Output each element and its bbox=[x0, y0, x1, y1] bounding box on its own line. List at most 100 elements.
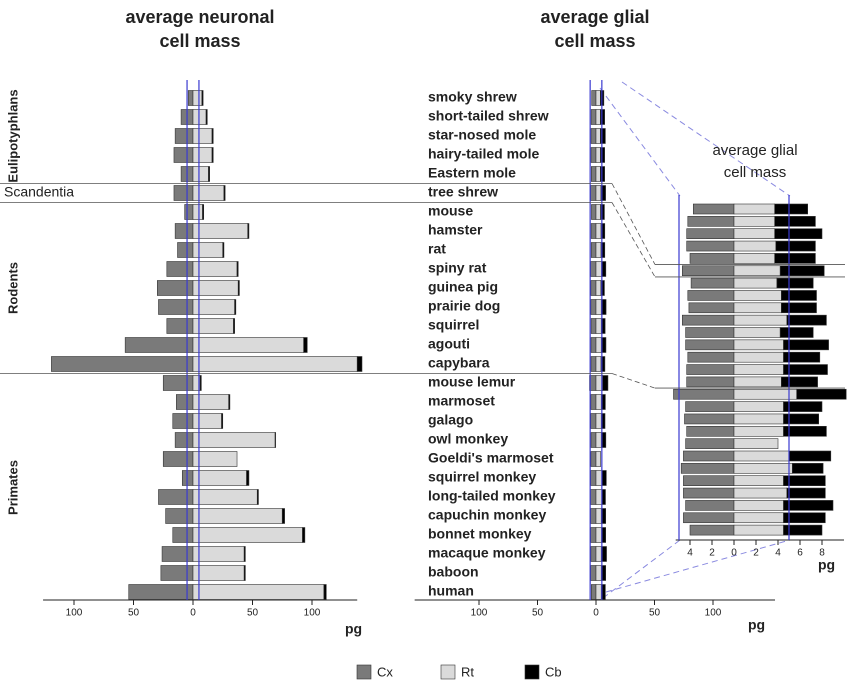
bar bbox=[680, 463, 735, 474]
bar bbox=[595, 109, 601, 125]
category-label: human bbox=[428, 583, 474, 599]
bar bbox=[774, 253, 816, 264]
bar bbox=[192, 90, 203, 106]
x-tick-label: 0 bbox=[731, 548, 737, 559]
bar bbox=[600, 356, 606, 372]
bar bbox=[590, 565, 597, 581]
bar bbox=[690, 277, 735, 289]
bar bbox=[774, 228, 823, 239]
bar bbox=[681, 265, 735, 277]
bar bbox=[590, 299, 597, 315]
divider-connector bbox=[611, 202, 656, 278]
bar bbox=[590, 128, 597, 144]
bar bbox=[192, 470, 247, 486]
bar bbox=[172, 413, 194, 429]
bar bbox=[174, 432, 194, 448]
category-label: macaque monkey bbox=[428, 545, 546, 561]
x-axis-label: pg bbox=[818, 557, 835, 573]
bar bbox=[192, 413, 222, 429]
bar bbox=[600, 128, 606, 144]
bar bbox=[733, 277, 778, 289]
bar bbox=[162, 451, 194, 467]
bar bbox=[192, 185, 225, 201]
bar bbox=[274, 432, 277, 448]
bar bbox=[687, 351, 735, 363]
bar bbox=[733, 339, 784, 351]
bar bbox=[201, 90, 204, 106]
bar bbox=[733, 425, 784, 437]
bar bbox=[302, 527, 306, 543]
bar bbox=[128, 584, 194, 600]
bar bbox=[211, 147, 214, 163]
bar bbox=[590, 318, 597, 334]
bar bbox=[783, 339, 829, 351]
bar bbox=[158, 489, 194, 505]
bar bbox=[733, 438, 779, 449]
bar bbox=[733, 500, 784, 511]
bar bbox=[686, 425, 735, 437]
category-label: marmoset bbox=[428, 393, 495, 409]
chart-title: average glial bbox=[712, 142, 797, 159]
bar bbox=[595, 356, 602, 372]
bar bbox=[733, 351, 784, 363]
bar bbox=[783, 524, 823, 536]
category-label: guinea pig bbox=[428, 279, 498, 295]
bar bbox=[211, 128, 214, 144]
x-tick-label: 50 bbox=[649, 608, 661, 619]
bar bbox=[600, 147, 605, 163]
bar bbox=[192, 432, 276, 448]
bar bbox=[595, 280, 602, 296]
bar bbox=[733, 524, 784, 536]
category-label: hairy-tailed mole bbox=[428, 146, 539, 162]
group-label: Eulipotyphlans bbox=[5, 89, 20, 182]
bar bbox=[590, 508, 597, 524]
bar bbox=[685, 500, 735, 511]
bar bbox=[173, 185, 194, 201]
bar bbox=[192, 356, 358, 372]
category-label: galago bbox=[428, 412, 473, 428]
x-tick-label: 0 bbox=[190, 608, 196, 619]
bar bbox=[124, 337, 194, 353]
connector bbox=[599, 87, 681, 197]
bar bbox=[600, 223, 606, 239]
bar bbox=[733, 376, 782, 388]
chart-title: average glial bbox=[540, 7, 649, 27]
x-axis-label: pg bbox=[345, 621, 362, 637]
bar bbox=[673, 388, 735, 400]
divider-connector bbox=[611, 183, 656, 265]
bar bbox=[192, 261, 238, 277]
bar bbox=[590, 432, 597, 448]
bar bbox=[733, 216, 776, 227]
bar bbox=[595, 337, 602, 353]
bar bbox=[689, 524, 735, 536]
bar bbox=[601, 470, 607, 486]
bar bbox=[192, 242, 224, 258]
x-tick-label: 100 bbox=[304, 608, 321, 619]
x-tick-label: 100 bbox=[705, 608, 722, 619]
bar bbox=[783, 413, 820, 425]
bar bbox=[791, 463, 824, 474]
x-tick-label: 2 bbox=[709, 548, 715, 559]
bar bbox=[595, 546, 602, 562]
bar bbox=[681, 314, 735, 326]
bar bbox=[590, 527, 597, 543]
bar bbox=[783, 364, 828, 375]
bar bbox=[208, 166, 210, 182]
bar bbox=[247, 223, 250, 239]
bar bbox=[202, 204, 205, 220]
bar bbox=[687, 216, 735, 227]
bar bbox=[733, 401, 784, 412]
bar bbox=[192, 546, 245, 562]
bar bbox=[590, 337, 597, 353]
bar bbox=[733, 475, 784, 487]
bar bbox=[775, 240, 816, 252]
bar bbox=[595, 470, 603, 486]
group-label: Scandentia bbox=[4, 184, 74, 200]
x-tick-label: 2 bbox=[753, 548, 759, 559]
x-tick-label: 4 bbox=[687, 548, 693, 559]
bar bbox=[600, 280, 605, 296]
bar bbox=[590, 185, 597, 201]
bar bbox=[161, 546, 194, 562]
bar bbox=[192, 584, 325, 600]
x-tick-label: 6 bbox=[797, 548, 803, 559]
